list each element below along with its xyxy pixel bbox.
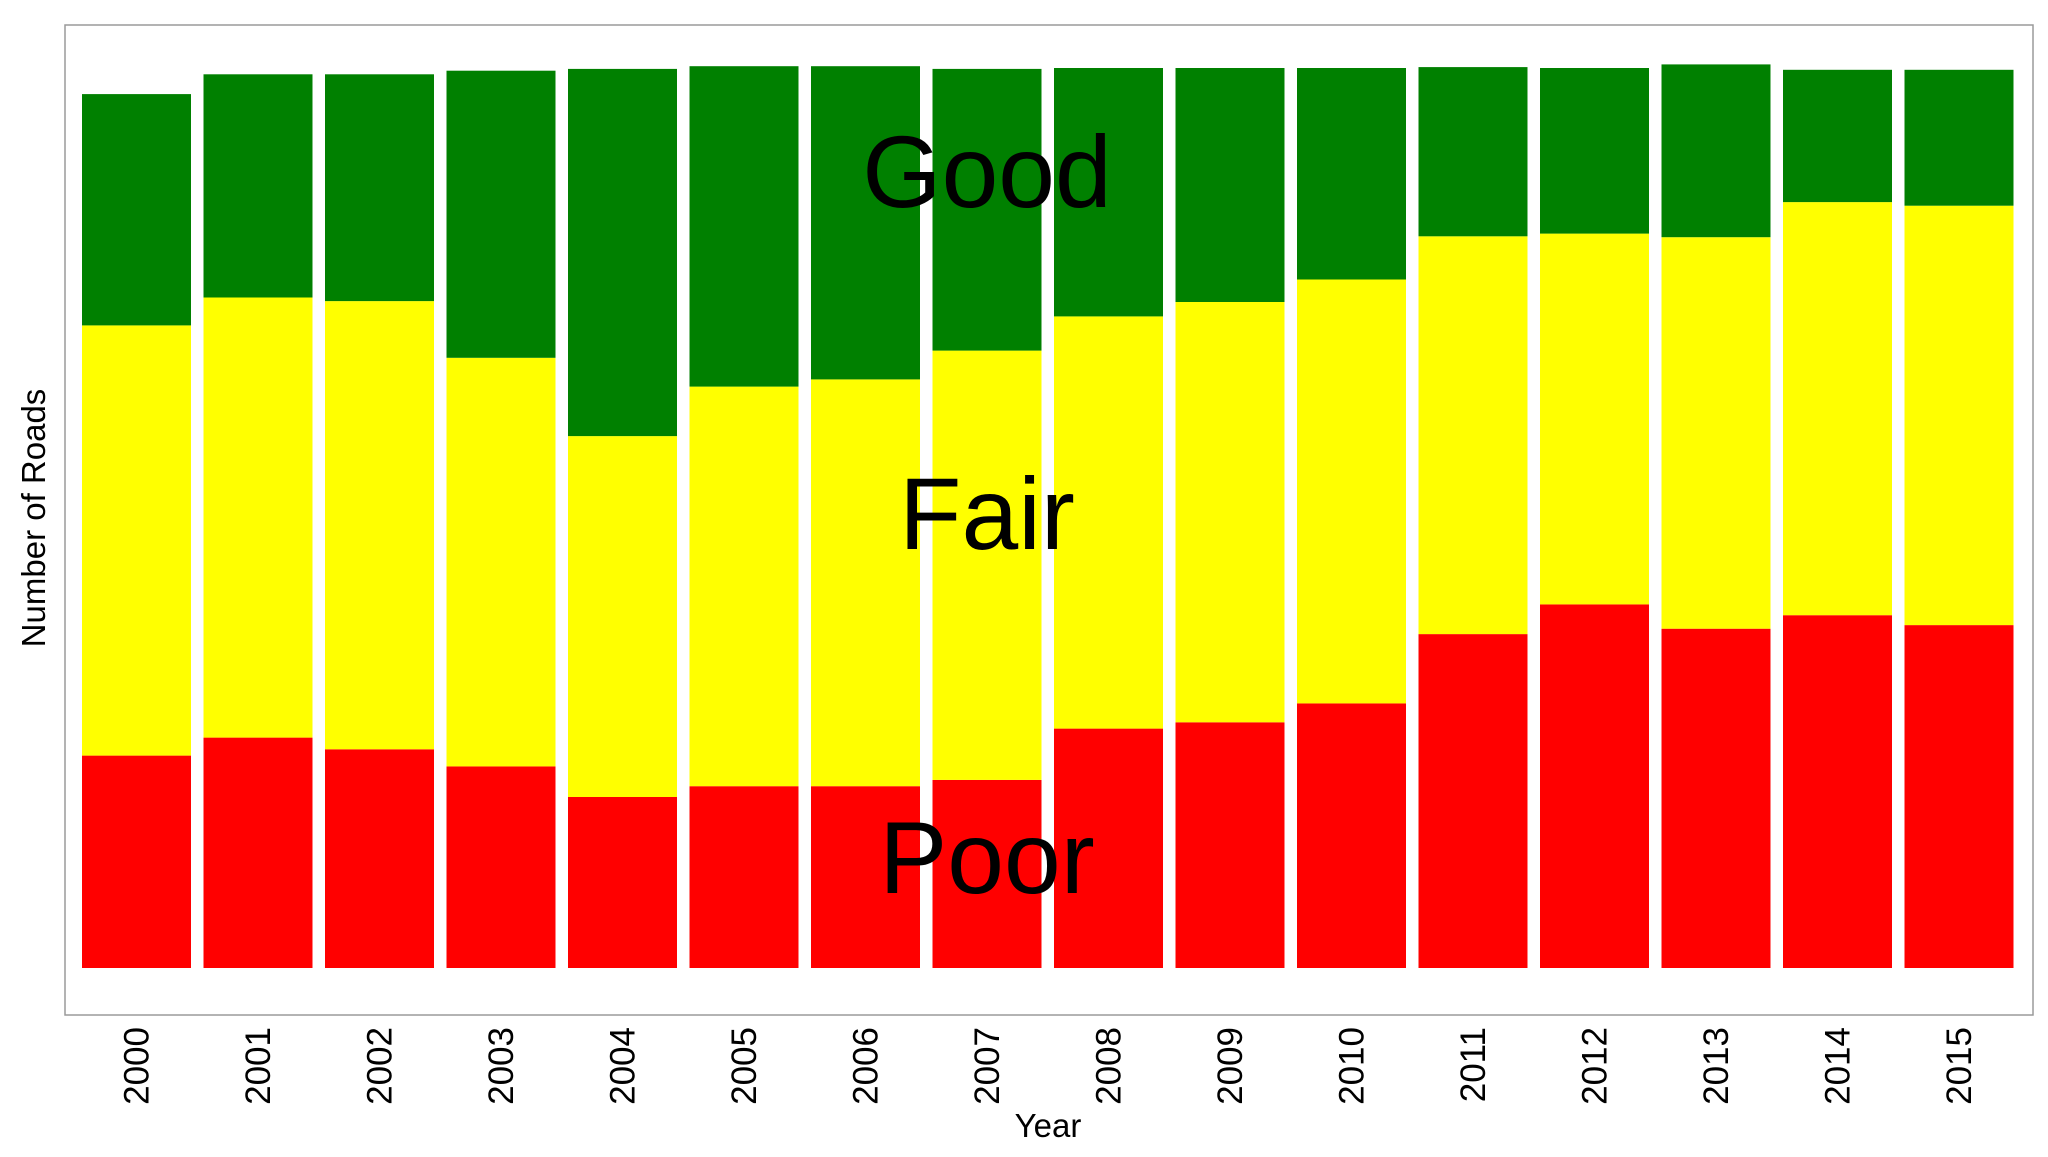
bar-poor-2003 [446, 766, 556, 968]
bar-fair-2000 [82, 325, 191, 756]
bar-good-2010 [1297, 68, 1406, 280]
x-tick-label-2002: 2002 [361, 1027, 400, 1105]
bar-poor-2013 [1661, 628, 1771, 968]
zone-annotations: Good Fair Poor [862, 115, 1112, 915]
bars-layer [82, 64, 2014, 968]
x-tick-label-2005: 2005 [725, 1027, 764, 1105]
x-tick-label-2008: 2008 [1090, 1027, 1129, 1105]
bar-fair-2010 [1297, 279, 1406, 704]
bar-good-2005 [689, 66, 799, 387]
bar-good-2004 [568, 68, 677, 437]
x-tick-label-2012: 2012 [1576, 1027, 1615, 1105]
bar-poor-2006 [811, 786, 920, 968]
bar-fair-2008 [1054, 316, 1163, 729]
x-tick-label-2006: 2006 [847, 1027, 886, 1105]
bar-fair-2012 [1540, 233, 1649, 605]
x-tick-label-2013: 2013 [1697, 1027, 1736, 1105]
bar-poor-2015 [1904, 625, 2014, 968]
bar-fair-2005 [689, 386, 799, 787]
bar-poor-2001 [203, 737, 313, 968]
bar-fair-2015 [1904, 205, 2014, 626]
bar-good-2008 [1054, 68, 1163, 317]
bar-fair-2006 [811, 379, 920, 787]
annotation-fair: Fair [899, 457, 1075, 571]
bar-fair-2007 [932, 350, 1042, 780]
x-tick-label-2007: 2007 [968, 1027, 1007, 1105]
bar-fair-2004 [568, 436, 677, 797]
annotation-good: Good [862, 115, 1112, 229]
bar-poor-2000 [82, 755, 191, 968]
bar-good-2006 [811, 66, 920, 380]
x-tick-label-2010: 2010 [1333, 1027, 1372, 1105]
annotation-poor: Poor [879, 801, 1094, 915]
x-tick-label-2011: 2011 [1454, 1027, 1493, 1102]
bar-good-2002 [325, 74, 434, 302]
bar-fair-2001 [203, 297, 313, 738]
bar-fair-2002 [325, 301, 434, 750]
bar-poor-2005 [689, 786, 799, 968]
bar-poor-2004 [568, 797, 677, 968]
bar-good-2014 [1783, 69, 1892, 203]
bar-poor-2012 [1540, 604, 1649, 968]
bar-poor-2010 [1297, 703, 1406, 968]
bar-good-2013 [1661, 64, 1771, 238]
y-axis-title: Number of Roads [15, 389, 52, 648]
bar-fair-2011 [1418, 236, 1528, 635]
bar-good-2011 [1418, 67, 1528, 237]
x-tick-label-2000: 2000 [118, 1027, 157, 1105]
bar-poor-2011 [1418, 634, 1528, 968]
bar-poor-2002 [325, 749, 434, 968]
x-tick-label-2003: 2003 [482, 1027, 521, 1105]
bar-poor-2014 [1783, 615, 1892, 968]
bar-good-2007 [932, 68, 1042, 351]
bar-fair-2003 [446, 357, 556, 767]
bar-good-2015 [1904, 69, 2014, 206]
bar-poor-2007 [932, 779, 1042, 968]
bar-fair-2009 [1175, 302, 1285, 723]
bar-good-2012 [1540, 68, 1649, 234]
bar-good-2000 [82, 94, 191, 326]
x-tick-label-2009: 2009 [1211, 1027, 1250, 1105]
x-axis-title: Year [1015, 1107, 1082, 1144]
bar-poor-2008 [1054, 728, 1163, 968]
bar-good-2003 [446, 70, 556, 358]
bar-fair-2014 [1783, 202, 1892, 616]
x-tick-label-2004: 2004 [604, 1027, 643, 1105]
bar-good-2009 [1175, 68, 1285, 302]
x-tick-labels: 2000 2001 2002 2003 2004 2005 2006 2007 2008 2009… [118, 1027, 1980, 1105]
x-tick-label-2014: 2014 [1819, 1027, 1858, 1105]
bar-fair-2013 [1661, 237, 1771, 629]
x-tick-label-2015: 2015 [1940, 1027, 1979, 1105]
bar-poor-2009 [1175, 722, 1285, 968]
bar-good-2001 [203, 74, 313, 298]
x-tick-label-2001: 2001 [239, 1027, 278, 1105]
